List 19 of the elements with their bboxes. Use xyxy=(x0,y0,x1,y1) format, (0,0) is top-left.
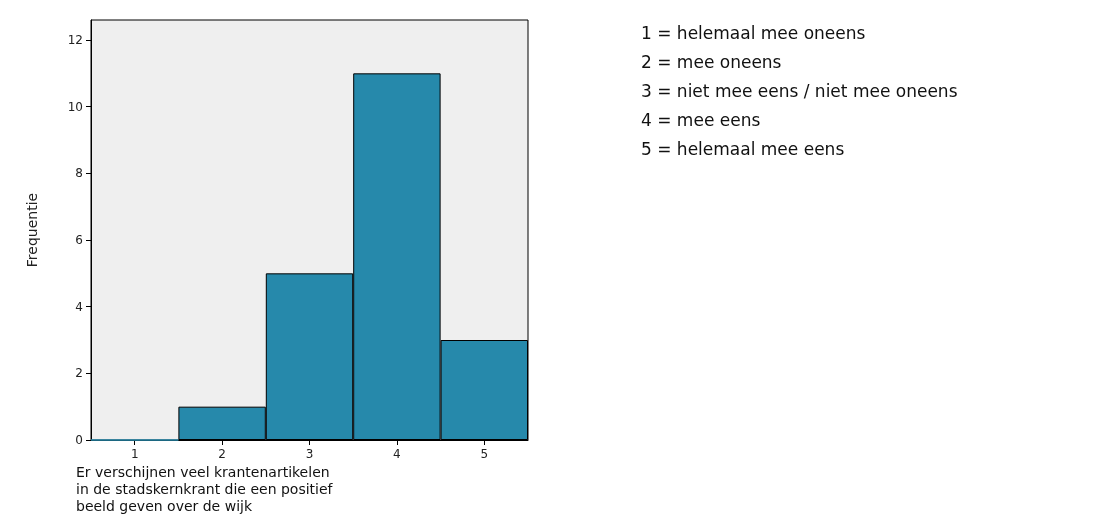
y-tick-label: 2 xyxy=(75,366,83,381)
y-tick-label: 6 xyxy=(75,233,83,247)
y-tick-label: 8 xyxy=(75,166,83,181)
y-tick-label: 4 xyxy=(75,299,83,314)
text: 5 = helemaal mee eens xyxy=(641,138,845,159)
text: 4 = mee eens xyxy=(641,109,761,130)
x-tick-label: 2 xyxy=(218,447,226,461)
y-axis-title: Frequentie xyxy=(24,192,40,268)
x-tick-label: 4 xyxy=(393,447,401,461)
y-tick-label: 0 xyxy=(75,433,83,447)
x-tick-label: 1 xyxy=(130,447,139,461)
text: 1 = helemaal mee oneens xyxy=(641,22,866,43)
text: 3 = niet mee eens / niet mee oneens xyxy=(641,80,958,101)
x-axis-title: Er verschijnen veel krantenartikelen in de stadskernkrant die een positief beeld geven over de wijk xyxy=(76,463,337,514)
text: 2 = mee oneens xyxy=(641,51,782,72)
y-tick-label: 10 xyxy=(67,99,83,114)
x-tick-label: 3 xyxy=(305,447,314,461)
y-tick-label: 12 xyxy=(67,33,83,47)
x-tick-label: 5 xyxy=(480,447,489,461)
